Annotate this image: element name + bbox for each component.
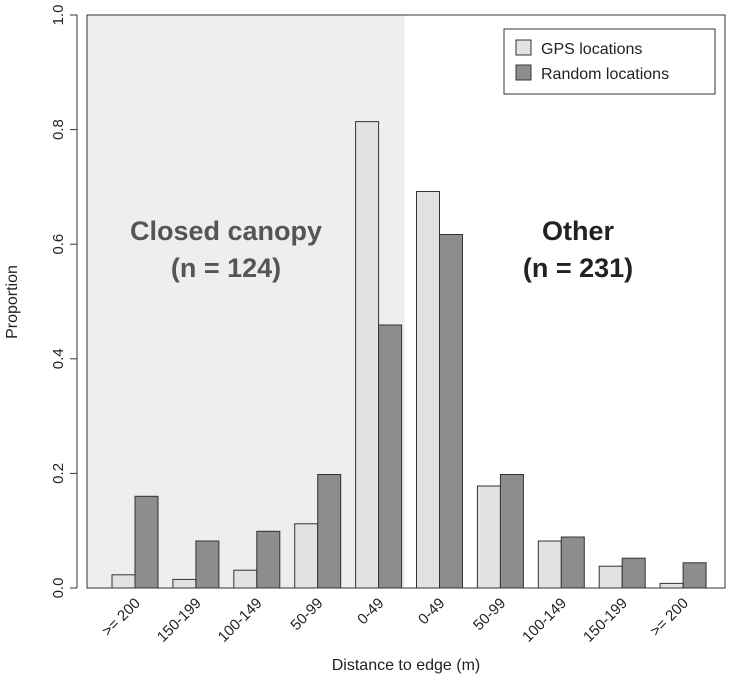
bar-gps-8: [598, 565, 623, 589]
y-tick-label-2: 0.4: [50, 348, 67, 369]
y-axis: 0.0 0.2 0.4 0.6 0.8 1.0: [50, 5, 78, 599]
bar-random-1: [195, 540, 220, 589]
x-tick-label-3: 50-99: [287, 595, 326, 634]
y-tick-label-3: 0.6: [50, 234, 67, 255]
x-axis-title: Distance to edge (m): [332, 657, 481, 674]
y-tick-label-5: 1.0: [50, 5, 67, 26]
bar-gps-7: [537, 540, 562, 589]
bar-random-3: [317, 474, 342, 589]
region-label-closed-canopy: Closed canopy (n = 124): [130, 216, 322, 283]
bar-random-4: [378, 324, 403, 589]
bar-random-2: [256, 530, 281, 589]
bar-gps-6: [476, 485, 501, 589]
bar-gps-0: [111, 574, 136, 589]
legend-box: [503, 28, 716, 95]
x-tick-label-2: 100-149: [215, 595, 266, 646]
bar-random-9: [682, 562, 707, 589]
y-tick-label-4: 0.8: [50, 119, 67, 140]
x-tick-label-6: 50-99: [470, 595, 509, 634]
y-axis-title: Proportion: [4, 265, 21, 339]
x-tick-label-7: 100-149: [519, 595, 570, 646]
x-tick-label-8: 150-199: [580, 595, 631, 646]
region-label-other: Other (n = 231): [523, 216, 633, 283]
bar-gps-3: [294, 523, 319, 589]
bar-gps-2: [233, 569, 258, 589]
bar-gps-9: [659, 582, 684, 589]
bar-random-7: [560, 536, 585, 589]
x-axis: >= 200 150-199 100-149 50-99 0-49 0-49 50-99 10…: [99, 595, 692, 646]
legend: GPS locations Random locations: [503, 28, 716, 95]
bar-gps-5: [416, 191, 440, 589]
x-tick-label-4: 0-49: [354, 595, 387, 628]
bar-random-0: [134, 495, 159, 589]
bar-random-5: [439, 234, 463, 589]
x-tick-label-0: >= 200: [99, 595, 144, 640]
y-tick-label-1: 0.2: [50, 463, 67, 484]
plot-frame: [86, 14, 726, 589]
region-label-closed-canopy-title: Closed canopy: [130, 216, 322, 246]
bar-gps-4: [355, 121, 380, 589]
region-label-closed-canopy-n: (n = 124): [171, 253, 281, 283]
x-tick-label-9: >= 200: [647, 595, 692, 640]
region-shading: [87, 15, 725, 588]
legend-swatch-gps: [515, 39, 532, 56]
legend-label-gps: GPS locations: [541, 41, 642, 58]
legend-label-random: Random locations: [541, 66, 669, 83]
bar-random-8: [621, 557, 646, 589]
bar-random-6: [499, 474, 524, 589]
y-tick-label-0: 0.0: [50, 578, 67, 599]
x-tick-label-1: 150-199: [154, 595, 205, 646]
bar-gps-1: [172, 578, 197, 589]
region-label-other-title: Other: [542, 216, 615, 246]
bars: [111, 121, 707, 589]
region-label-other-n: (n = 231): [523, 253, 633, 283]
x-tick-label-5: 0-49: [415, 595, 448, 628]
legend-swatch-random: [515, 64, 532, 81]
